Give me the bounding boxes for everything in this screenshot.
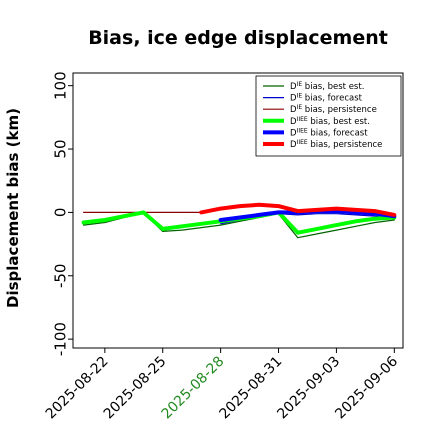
- legend-label-0: DIE bias, best est.: [290, 81, 364, 93]
- x-tick-label: 2025-09-06: [332, 353, 401, 422]
- axes-frame: [72, 72, 404, 349]
- chart-title: Bias, ice edge displacement: [88, 27, 388, 49]
- y-tick-label: -50: [52, 264, 70, 289]
- y-tick-label: 0: [52, 208, 70, 218]
- legend-label-4: DIIEE bias, forecast: [290, 127, 368, 139]
- y-tick-label: -100: [52, 322, 70, 356]
- legend-label-1: DIE bias, forecast: [290, 92, 363, 104]
- legend: DIE bias, best est.DIE bias, forecastDIE…: [255, 75, 402, 157]
- legend-label-3: DIIEE bias, best est.: [290, 115, 370, 127]
- y-axis-label: Displacement bias (km): [4, 108, 22, 308]
- y-tick-label: 100: [52, 71, 70, 100]
- legend-label-2: DIE bias, persistence: [290, 104, 377, 116]
- y-tick-label: 50: [52, 139, 70, 158]
- legend-label-5: DIIEE bias, persistence: [290, 139, 382, 151]
- series-layer: [81, 202, 397, 239]
- series-line-5: [199, 202, 397, 217]
